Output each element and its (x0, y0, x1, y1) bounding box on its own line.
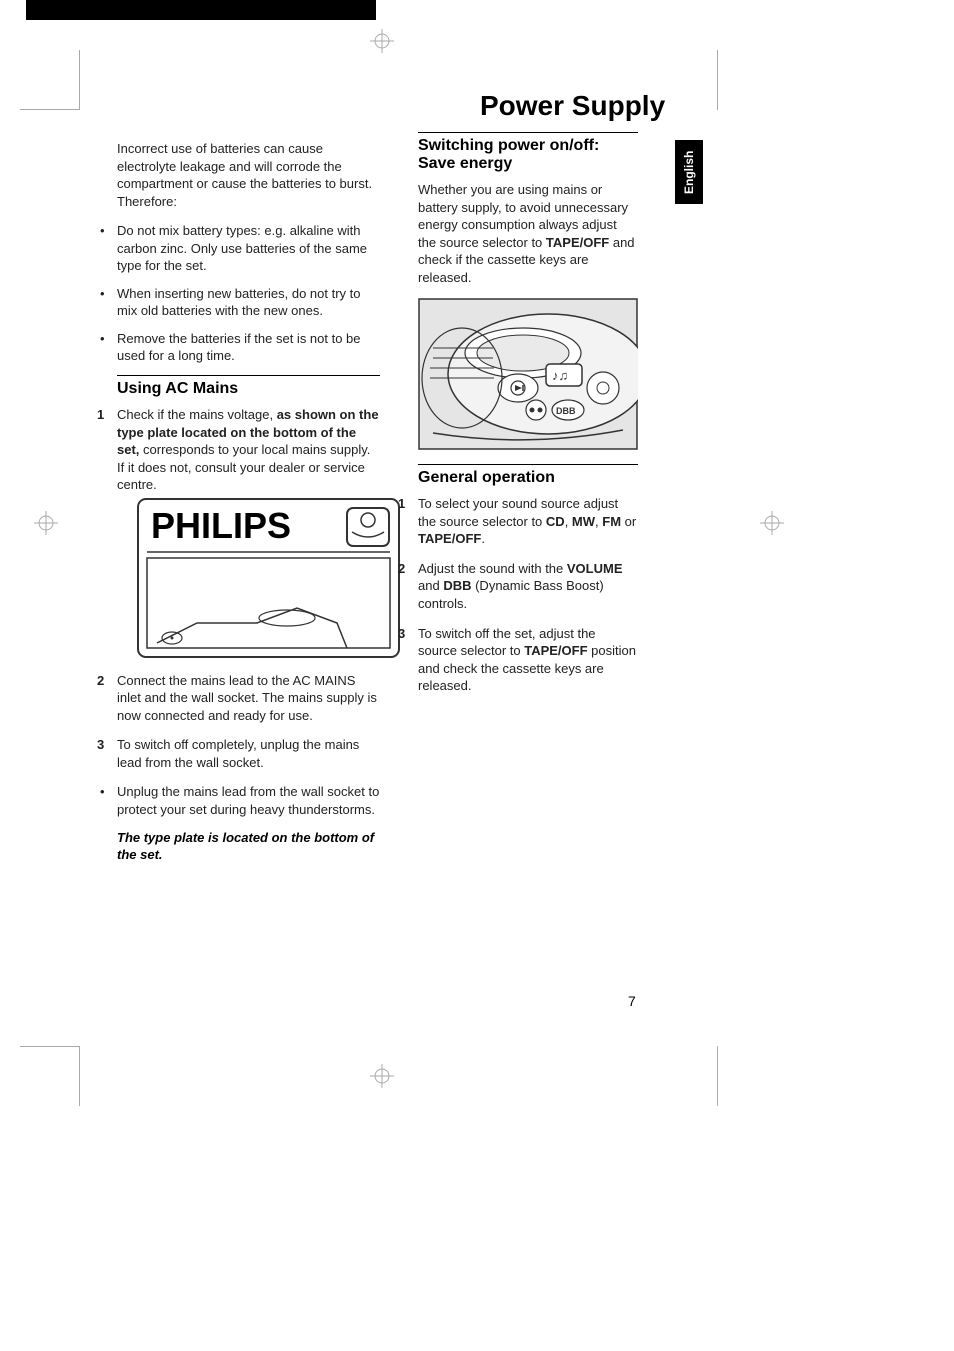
philips-plate-figure: PHILIPS (137, 498, 380, 658)
crop-mark-tl (20, 50, 80, 110)
svg-text:♪♫: ♪♫ (552, 368, 568, 383)
reg-mark-bottom (370, 1064, 394, 1093)
battery-bullets: Do not mix battery types: e.g. alkaline … (97, 222, 380, 365)
section-title: Switching power on/off: Save energy (418, 137, 638, 173)
list-item: Do not mix battery types: e.g. alkaline … (97, 222, 380, 275)
left-column: Incorrect use of batteries can cause ele… (97, 140, 380, 864)
text-bold: CD (546, 514, 565, 529)
step-1: To select your sound source adjust the s… (398, 495, 638, 548)
text-bold: MW (572, 514, 595, 529)
section-title: General operation (418, 469, 638, 487)
section-rule (418, 464, 638, 465)
reg-mark-right (760, 511, 784, 540)
step-3: To switch off the set, adjust the source… (398, 625, 638, 695)
crop-mark-bl (20, 1046, 80, 1106)
language-tab: English (675, 140, 703, 204)
text-sc: OFF (455, 531, 481, 546)
reg-mark-left (34, 511, 58, 540)
page-title: Power Supply (480, 90, 665, 122)
color-bar (26, 0, 376, 20)
list-item: When inserting new batteries, do not try… (97, 285, 380, 320)
list-item: Remove the batteries if the set is not t… (97, 330, 380, 365)
text: , (565, 514, 572, 529)
section-rule (418, 132, 638, 133)
text: . (481, 531, 485, 546)
step-1: Check if the mains voltage, as shown on … (97, 406, 380, 658)
list-item: Unplug the mains lead from the wall sock… (97, 783, 380, 818)
text: Adjust the sound with the (418, 561, 567, 576)
text-bold: VOLUME (567, 561, 623, 576)
intro-text: Incorrect use of batteries can cause ele… (117, 140, 380, 210)
text-bold: TAPE/ (418, 531, 455, 546)
general-op-steps: To select your sound source adjust the s… (398, 495, 638, 694)
text-sc: OFF (562, 643, 588, 658)
crop-mark-br (717, 1046, 742, 1106)
unplug-bullet: Unplug the mains lead from the wall sock… (97, 783, 380, 818)
step-2: Adjust the sound with the VOLUME and DBB… (398, 560, 638, 613)
page-number: 7 (628, 993, 636, 1009)
text: and (418, 578, 443, 593)
step-2: Connect the mains lead to the AC MAINS i… (97, 672, 380, 725)
text-sc: OFF (583, 235, 609, 250)
step-text: corresponds to your local mains supply. … (117, 442, 370, 492)
philips-logo-text: PHILIPS (151, 505, 291, 546)
reg-mark-top (370, 29, 394, 58)
ac-mains-steps: Check if the mains voltage, as shown on … (97, 406, 380, 771)
step-3: To switch off completely, unplug the mai… (97, 736, 380, 771)
step-text: Check if the mains voltage, (117, 407, 277, 422)
text-bold: TAPE/ (524, 643, 561, 658)
svg-text:DBB: DBB (556, 406, 576, 416)
crop-mark-tr (717, 50, 742, 110)
text: or (621, 514, 636, 529)
text-bold: FM (602, 514, 621, 529)
text-bold: DBB (443, 578, 471, 593)
right-column: Switching power on/off: Save energy Whet… (398, 132, 638, 707)
section-rule (117, 375, 380, 376)
text-bold: TAPE/ (546, 235, 583, 250)
save-energy-text: Whether you are using mains or battery s… (418, 181, 638, 286)
section-title: Using AC Mains (117, 380, 380, 398)
product-figure: ♪♫ DBB (418, 298, 638, 450)
type-plate-note: The type plate is located on the bottom … (117, 829, 380, 864)
